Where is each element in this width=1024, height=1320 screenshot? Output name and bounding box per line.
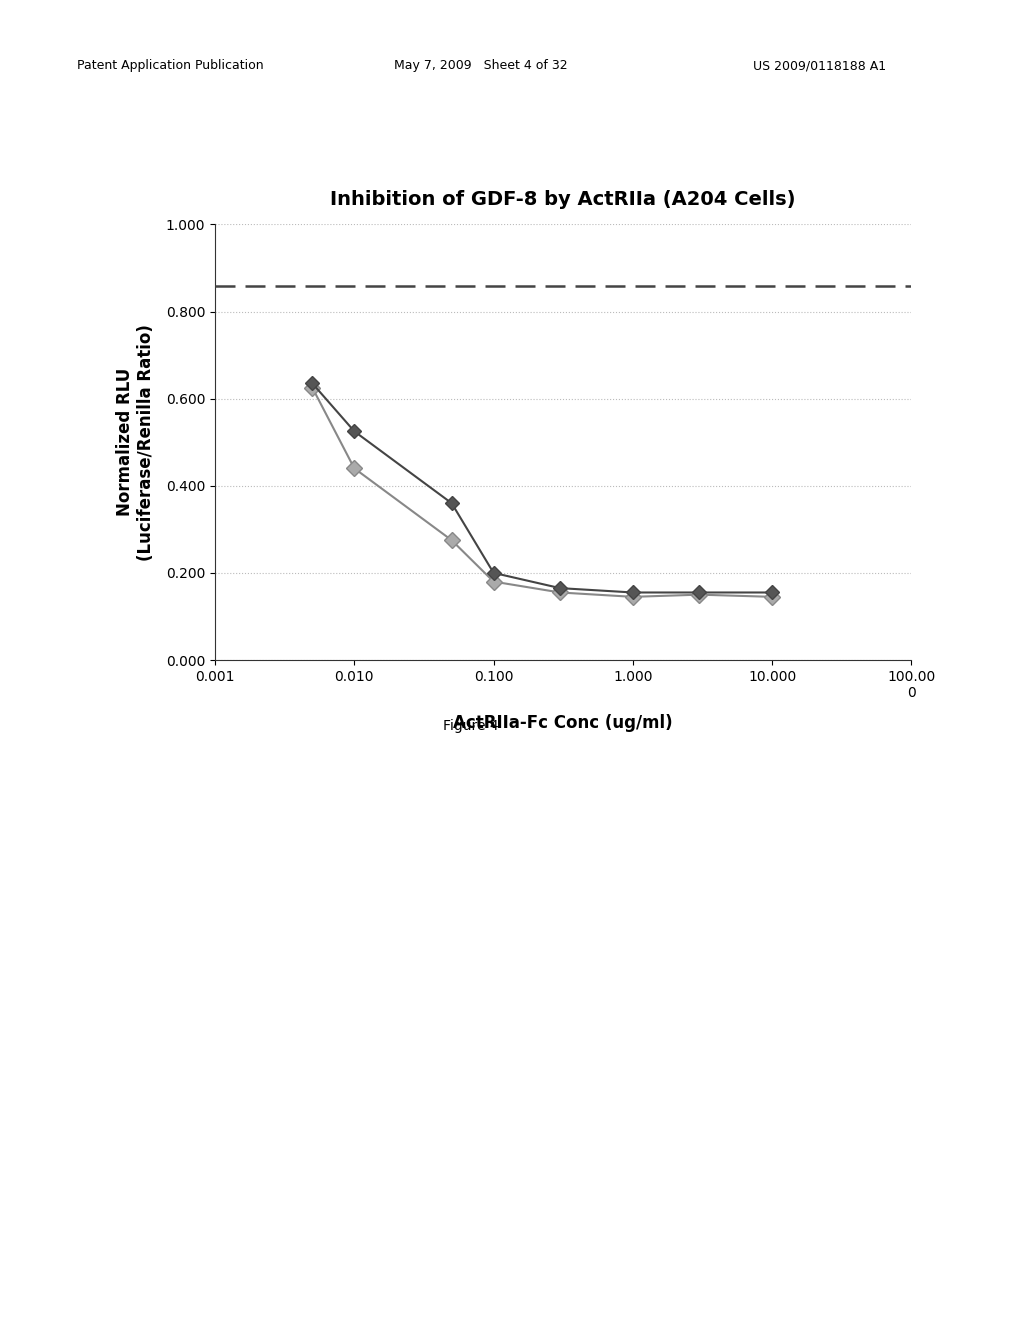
Text: US 2009/0118188 A1: US 2009/0118188 A1 — [753, 59, 886, 73]
Text: Patent Application Publication: Patent Application Publication — [77, 59, 263, 73]
Text: May 7, 2009   Sheet 4 of 32: May 7, 2009 Sheet 4 of 32 — [394, 59, 568, 73]
Y-axis label: Normalized RLU
(Luciferase/Renilla Ratio): Normalized RLU (Luciferase/Renilla Ratio… — [116, 323, 155, 561]
Title: Inhibition of GDF-8 by ActRIIa (A204 Cells): Inhibition of GDF-8 by ActRIIa (A204 Cel… — [331, 190, 796, 209]
Text: Figure 4: Figure 4 — [443, 719, 499, 734]
X-axis label: ActRIIa-Fc Conc (ug/ml): ActRIIa-Fc Conc (ug/ml) — [454, 714, 673, 731]
